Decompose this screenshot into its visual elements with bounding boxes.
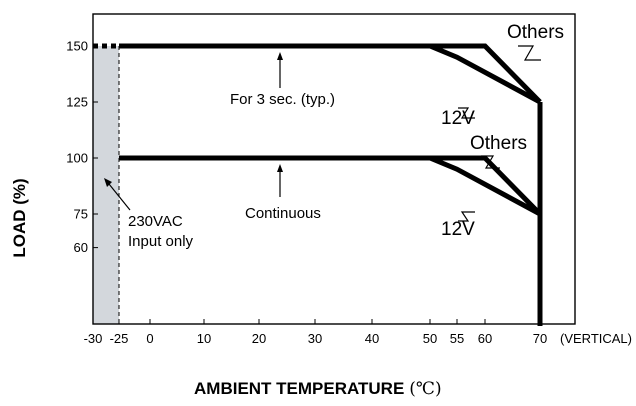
- y-tick-label: 150: [66, 39, 88, 54]
- arrow-for-3-sec-head: [277, 52, 283, 60]
- leader-12v-top: [458, 107, 475, 119]
- x-tick-label: 50: [423, 331, 437, 346]
- x-tick-label: -25: [110, 331, 129, 346]
- series-line-2: [429, 43, 542, 105]
- y-axis-title: LOAD (%): [10, 178, 29, 257]
- annotation-continuous: Continuous: [245, 205, 321, 222]
- annotation-others-bottom: Others: [470, 133, 527, 154]
- annotation-arrows: [104, 45, 541, 222]
- arrow-continuous-head: [277, 164, 283, 172]
- x-tick-label: 20: [252, 331, 266, 346]
- y-tick-label: 100: [66, 151, 88, 166]
- arrow-230vac-head: [104, 178, 112, 187]
- series-lines: [93, 43, 543, 326]
- x-tick-label: 0: [146, 331, 153, 346]
- annotation-12v-bottom: 12V: [441, 219, 475, 240]
- axis-ticks: -30 -25 0 10 20 30 40 50 55 60 70 150 125 100 75 60: [66, 39, 547, 347]
- x-axis-title-unit: (℃): [409, 379, 441, 399]
- annotation-input-only: Input only: [128, 233, 194, 250]
- x-tick-label: 60: [478, 331, 492, 346]
- x-tick-label: 40: [365, 331, 379, 346]
- y-tick-label: 75: [74, 207, 88, 222]
- x-tick-label: 55: [450, 331, 464, 346]
- leader-others-top: [518, 45, 541, 61]
- y-tick-label: 60: [74, 240, 88, 255]
- x-tick-label: 70: [533, 331, 547, 346]
- x-tick-label: -30: [84, 331, 103, 346]
- x-axis-title-text: AMBIENT TEMPERATURE: [194, 379, 404, 398]
- leader-12v-bottom: [458, 211, 475, 222]
- x-suffix-label: (VERTICAL): [560, 331, 632, 346]
- x-tick-label: 10: [197, 331, 211, 346]
- annotation-for-3-sec: For 3 sec. (typ.): [230, 91, 335, 108]
- x-axis-title: AMBIENT TEMPERATURE (℃): [194, 379, 442, 399]
- input-only-shaded-region: [93, 46, 119, 324]
- series-line-6: [429, 155, 542, 217]
- x-tick-label: 30: [308, 331, 322, 346]
- arrow-230vac: [108, 183, 131, 211]
- series-line-1: [430, 43, 542, 104]
- annotation-others-top: Others: [507, 22, 564, 43]
- y-tick-label: 125: [66, 95, 88, 110]
- plot-frame: [92, 13, 576, 325]
- series-line-5: [430, 155, 542, 216]
- annotation-12v-top: 12V: [441, 108, 475, 129]
- annotation-230vac: 230VAC: [128, 213, 183, 230]
- leader-others-bottom: [481, 155, 500, 169]
